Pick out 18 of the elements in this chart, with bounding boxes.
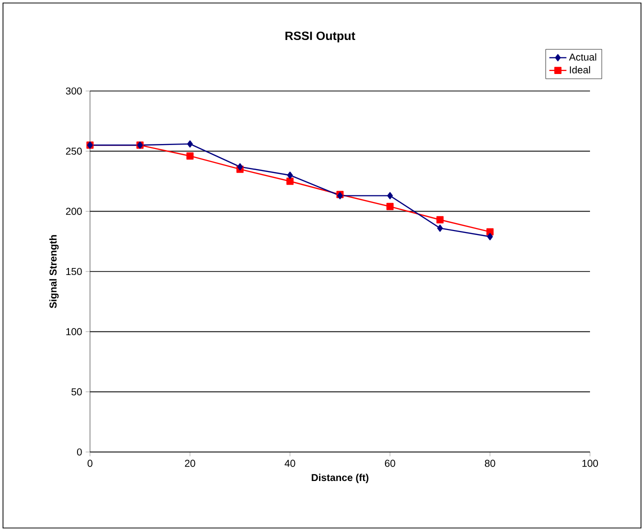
chart-title: RSSI Output	[285, 32, 356, 42]
x-tick-label: 20	[184, 460, 196, 467]
x-tick-label: 60	[384, 460, 396, 467]
y-tick-label: 150	[66, 268, 82, 276]
y-tick-label: 0	[77, 448, 82, 456]
y-tick-label: 200	[66, 208, 82, 215]
y-tick-label: 100	[66, 328, 82, 336]
y-tick-label: 300	[66, 87, 82, 95]
y-axis-title: Signal Strength	[49, 235, 59, 308]
x-tick-label: 80	[484, 460, 496, 467]
legend-label: Ideal	[570, 66, 590, 74]
x-axis-title: Distance (ft)	[312, 474, 368, 484]
x-tick-label: 40	[284, 460, 296, 467]
x-tick-label: 100	[582, 460, 598, 467]
legend-label: Actual	[569, 53, 596, 61]
x-tick-label: 0	[88, 460, 92, 467]
y-tick-label: 250	[66, 148, 82, 155]
y-tick-label: 50	[71, 388, 82, 396]
